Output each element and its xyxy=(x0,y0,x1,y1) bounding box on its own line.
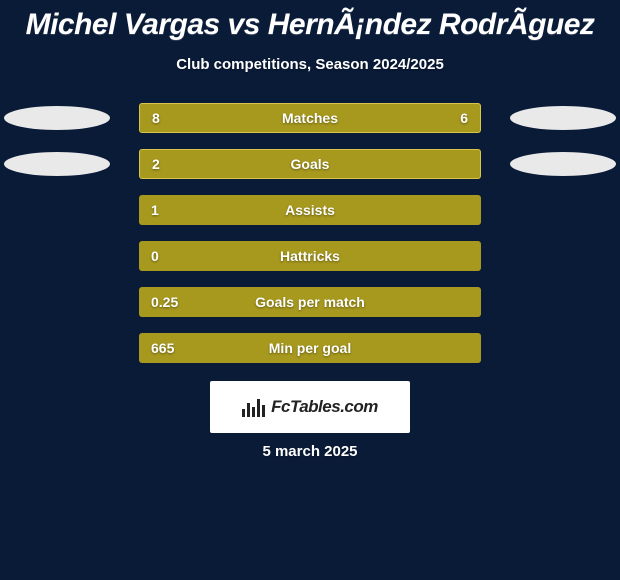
logo-bar-segment xyxy=(262,405,265,417)
stat-label: Matches xyxy=(140,110,480,126)
avatar-ellipse-right xyxy=(510,106,616,130)
infographic-container: Michel Vargas vs HernÃ¡ndez RodrÃ­guez C… xyxy=(0,0,620,580)
logo-bar-segment xyxy=(247,403,250,417)
stat-bar: 0Hattricks xyxy=(139,241,481,271)
stat-row: 8Matches6 xyxy=(8,103,612,133)
stat-value-left: 0 xyxy=(151,248,159,264)
stat-row: 0.25Goals per match xyxy=(8,287,612,317)
avatar-ellipse-left xyxy=(4,152,110,176)
logo-bars-icon xyxy=(242,397,265,417)
season-subtitle: Club competitions, Season 2024/2025 xyxy=(0,56,620,73)
logo-text: FcTables.com xyxy=(271,397,378,417)
stat-value-left: 2 xyxy=(152,156,160,172)
stat-label: Min per goal xyxy=(139,340,481,356)
stat-label: Goals per match xyxy=(139,294,481,310)
stat-row: 0Hattricks xyxy=(8,241,612,271)
stat-label: Goals xyxy=(140,156,480,172)
comparison-title: Michel Vargas vs HernÃ¡ndez RodrÃ­guez xyxy=(0,8,620,42)
stat-bar: 0.25Goals per match xyxy=(139,287,481,317)
date-label: 5 march 2025 xyxy=(0,443,620,460)
logo-bar-segment xyxy=(242,409,245,417)
avatar-ellipse-right xyxy=(510,152,616,176)
stat-value-left: 0.25 xyxy=(151,294,178,310)
logo-box: FcTables.com xyxy=(210,381,410,433)
logo-bar-segment xyxy=(257,399,260,417)
stat-bar: 1Assists xyxy=(139,195,481,225)
stat-value-right: 6 xyxy=(460,110,468,126)
stat-value-left: 1 xyxy=(151,202,159,218)
stat-bar: 665Min per goal xyxy=(139,333,481,363)
logo-bar-segment xyxy=(252,407,255,417)
stats-area: 8Matches62Goals1Assists0Hattricks0.25Goa… xyxy=(0,103,620,363)
avatar-ellipse-left xyxy=(4,106,110,130)
stat-bar: 2Goals xyxy=(139,149,481,179)
stat-bar: 8Matches6 xyxy=(139,103,481,133)
stat-label: Assists xyxy=(139,202,481,218)
stat-row: 1Assists xyxy=(8,195,612,225)
stat-row: 2Goals xyxy=(8,149,612,179)
stat-label: Hattricks xyxy=(139,248,481,264)
stat-row: 665Min per goal xyxy=(8,333,612,363)
stat-value-left: 665 xyxy=(151,340,174,356)
stat-value-left: 8 xyxy=(152,110,160,126)
